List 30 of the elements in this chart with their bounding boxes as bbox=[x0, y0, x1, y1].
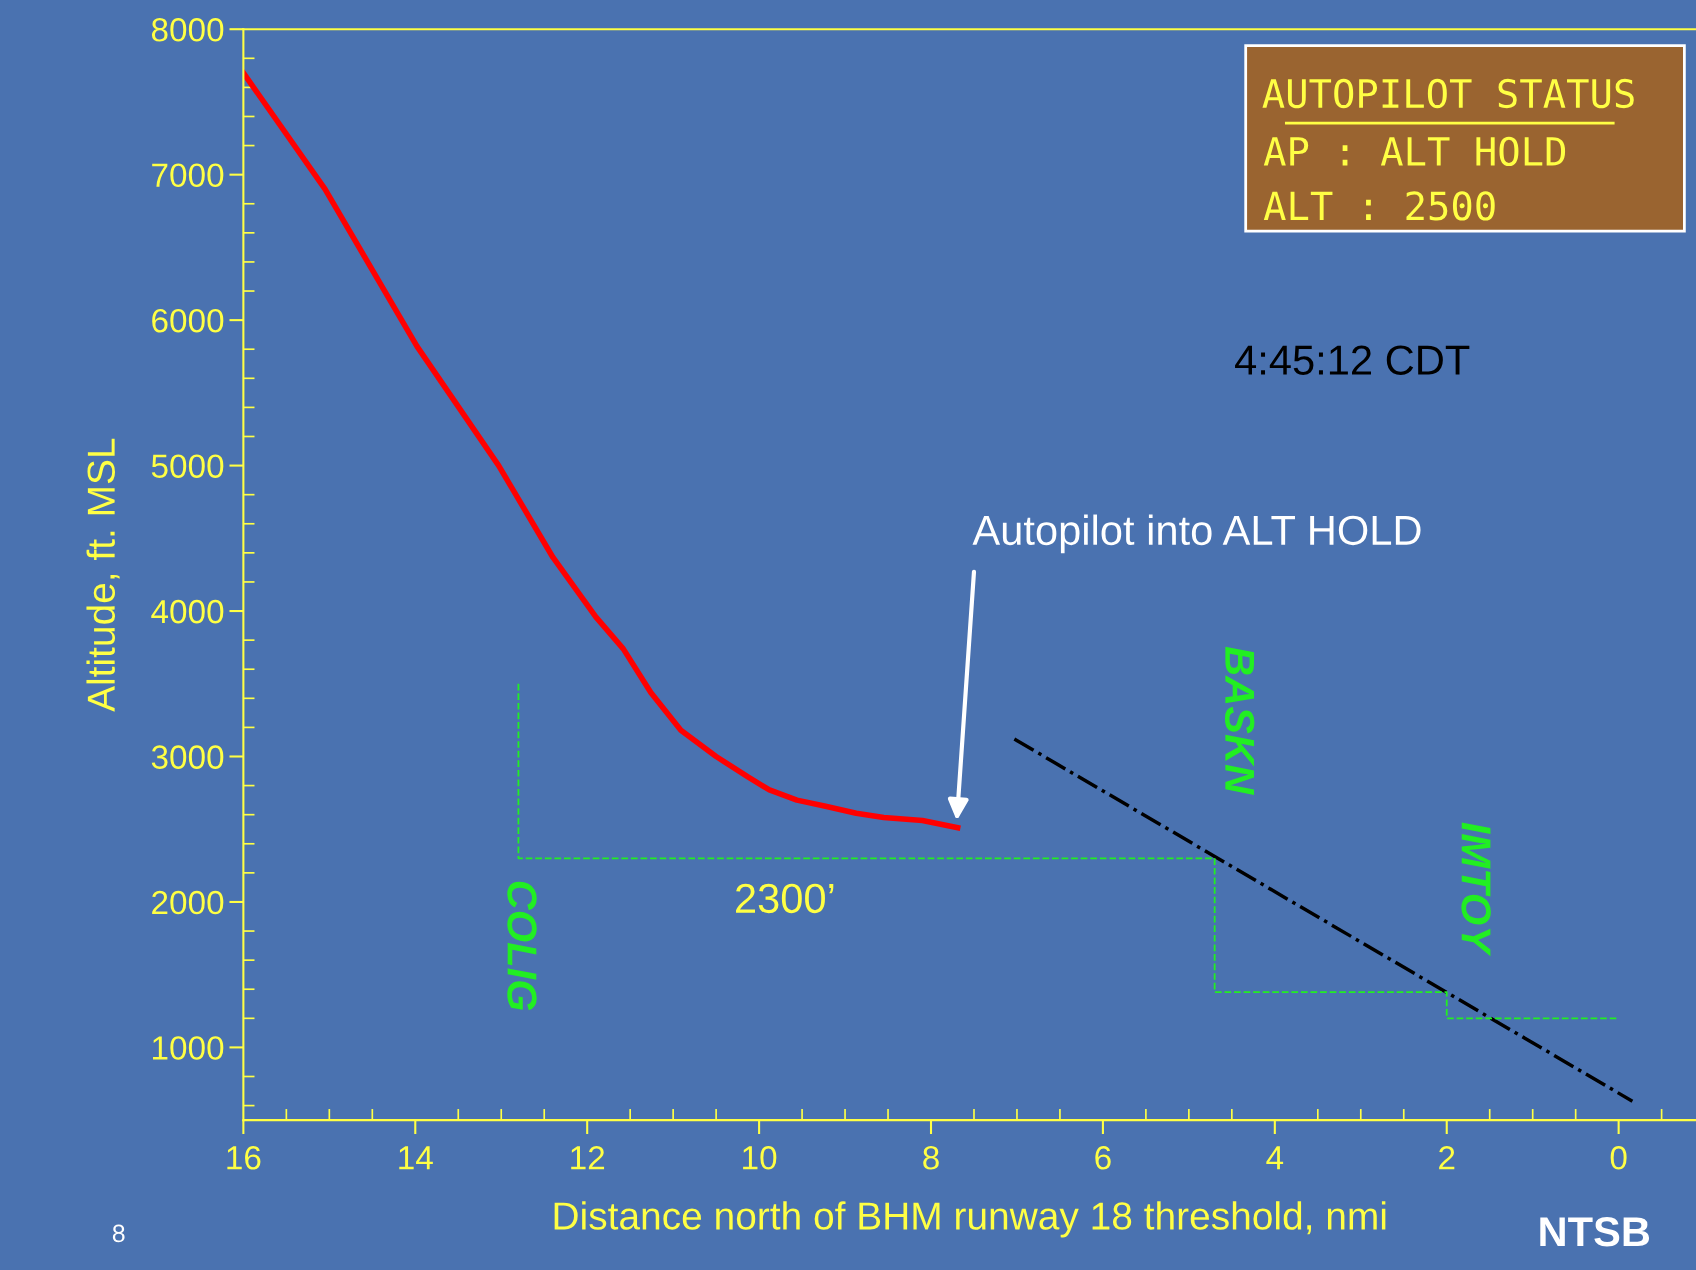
y-tick-label: 5000 bbox=[151, 454, 224, 478]
x-tick-label: 10 bbox=[743, 1146, 777, 1170]
y-tick-label: 4000 bbox=[151, 599, 224, 624]
x-tick-label: 8 bbox=[923, 1146, 939, 1170]
annotation: AP : ALT HOLD bbox=[1263, 136, 1566, 167]
y-tick-label: 8000 bbox=[151, 18, 224, 42]
x-tick-label: 16 bbox=[227, 1146, 261, 1170]
y-tick-label: 7000 bbox=[152, 163, 224, 188]
x-axis-title: Distance north of BHM runway 18 threshold, nmi bbox=[554, 1201, 1386, 1238]
x-tick-label: 14 bbox=[399, 1146, 433, 1170]
y-tick-label: 1000 bbox=[153, 1036, 224, 1060]
y-axis-title: Altitude, ft. MSL bbox=[86, 438, 120, 712]
annotation: COLIG bbox=[507, 881, 537, 1011]
annotation: Autopilot into ALT HOLD bbox=[972, 514, 1421, 554]
annotation: 2300’ bbox=[736, 883, 834, 914]
x-tick-label: 6 bbox=[1095, 1146, 1111, 1170]
y-tick-label: 3000 bbox=[151, 745, 224, 769]
annotation: 4:45:12 CDT bbox=[1235, 345, 1470, 375]
x-tick-label: 0 bbox=[1610, 1146, 1627, 1170]
annotation: AUTOPILOT STATUS bbox=[1262, 78, 1634, 109]
x-tick-label: 2 bbox=[1439, 1146, 1455, 1170]
text: NTSB bbox=[1540, 1217, 1650, 1247]
x-tick-label: 12 bbox=[571, 1146, 605, 1170]
annotation: BASKN bbox=[1224, 646, 1255, 795]
annotation: IMTOY bbox=[1461, 822, 1491, 957]
y-tick-label: 2000 bbox=[152, 890, 224, 915]
text: 8 bbox=[112, 1224, 125, 1243]
annotation: ALT : 2500 bbox=[1263, 191, 1495, 221]
y-tick-label: 6000 bbox=[152, 308, 224, 333]
x-tick-label: 4 bbox=[1266, 1146, 1284, 1170]
